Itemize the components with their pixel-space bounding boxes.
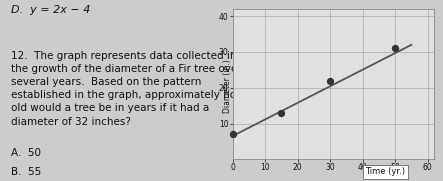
Point xyxy=(392,47,399,50)
Point xyxy=(326,79,334,82)
Point xyxy=(229,133,236,136)
Text: 12.  The graph represents data collected in
the growth of the diameter of a Fir : 12. The graph represents data collected … xyxy=(11,51,245,127)
Text: A.  50: A. 50 xyxy=(11,148,41,158)
Text: B.  55: B. 55 xyxy=(11,167,41,176)
Text: Diameter (in.): Diameter (in.) xyxy=(222,59,232,113)
Text: D.  y = 2x − 4: D. y = 2x − 4 xyxy=(11,5,90,15)
Text: Time (yr.): Time (yr.) xyxy=(365,167,405,176)
Point xyxy=(278,111,285,114)
